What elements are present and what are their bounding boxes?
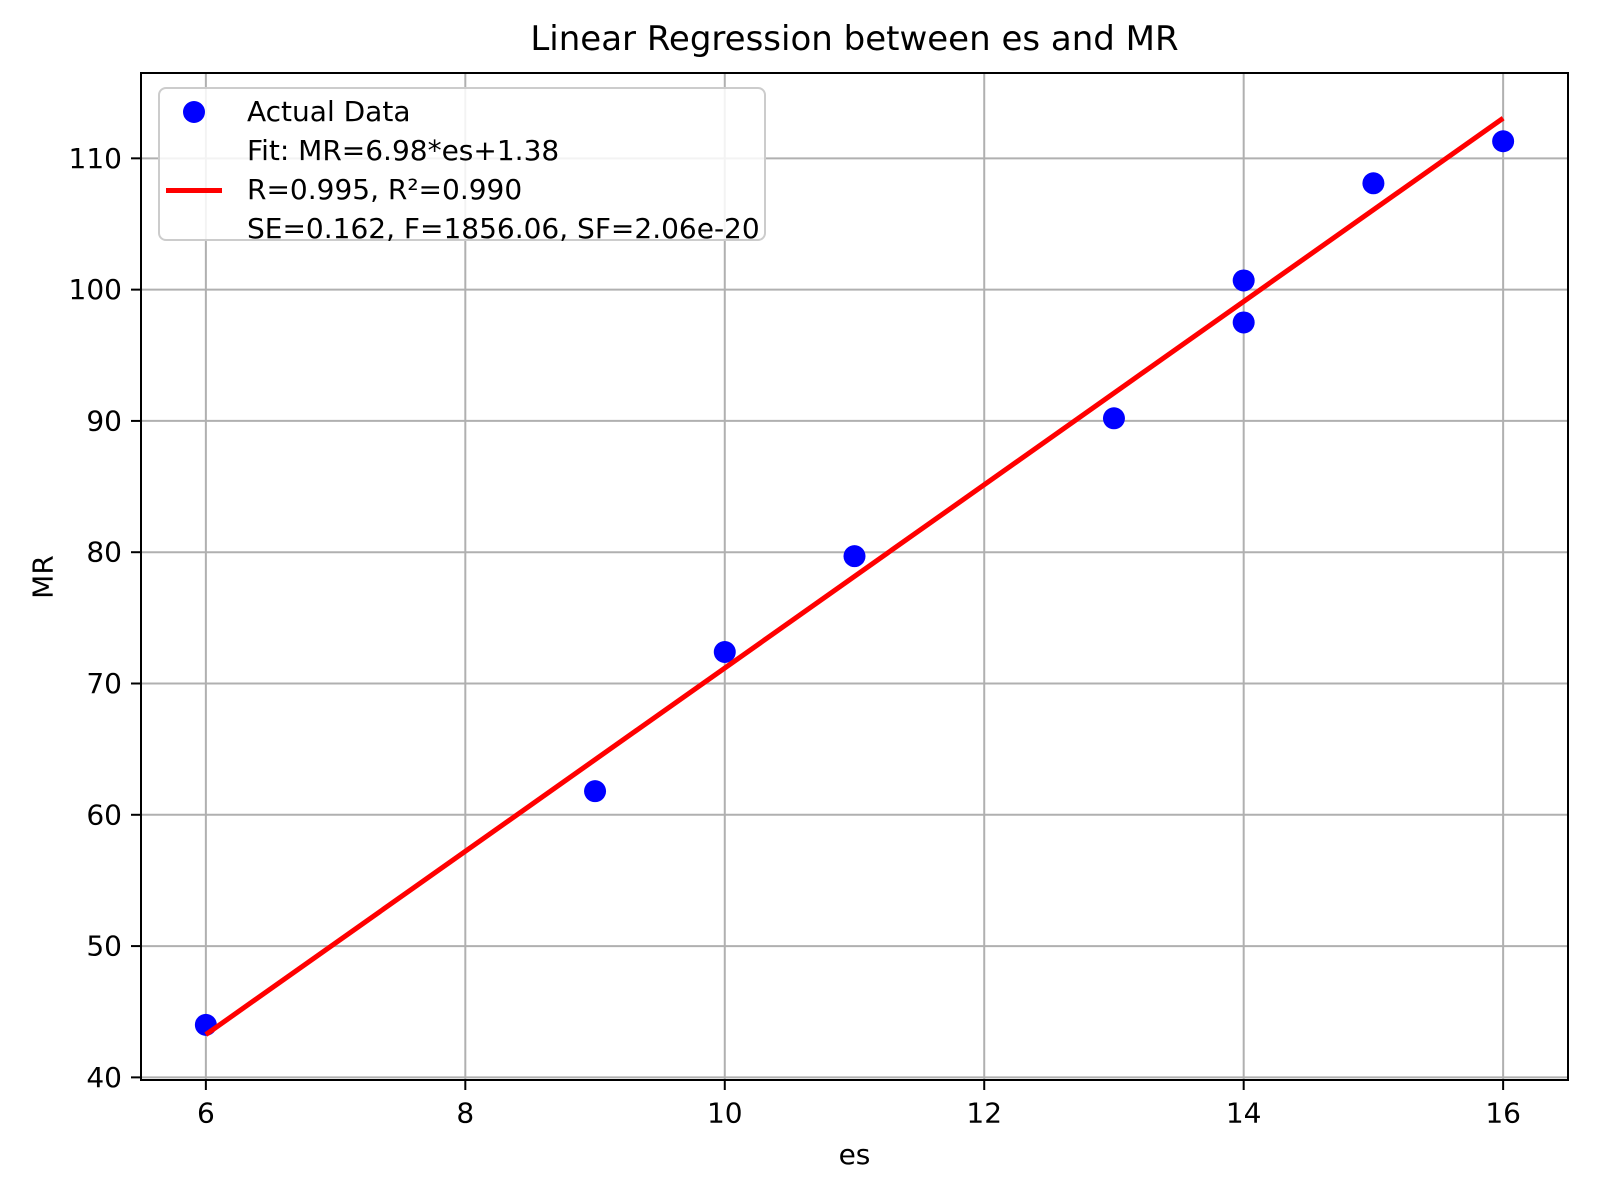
scatter-point	[1362, 172, 1385, 195]
scatter-point	[713, 640, 736, 663]
scatter-point	[1232, 311, 1255, 334]
x-tick-label: 10	[707, 1097, 743, 1130]
fit-line	[204, 116, 1505, 1037]
y-tick-label: 90	[86, 404, 122, 437]
legend-label-se-f-sf: SE=0.162, F=1856.06, SF=2.06e-20	[247, 212, 760, 245]
x-tick-label: 12	[966, 1097, 1002, 1130]
y-tick-label: 110	[69, 142, 122, 175]
legend-line-marker-icon	[166, 188, 222, 193]
legend-label-actual-data: Actual Data	[247, 95, 411, 128]
legend-label-r-values: R=0.995, R²=0.990	[247, 173, 523, 206]
scatter-point	[1232, 269, 1255, 292]
y-tick-label: 100	[69, 273, 122, 306]
legend-label-fit-equation: Fit: MR=6.98*es+1.38	[247, 134, 560, 167]
x-tick-label: 16	[1485, 1097, 1521, 1130]
legend-scatter-marker-icon	[183, 101, 205, 123]
y-tick-label: 40	[86, 1061, 122, 1094]
y-tick-label: 70	[86, 667, 122, 700]
scatter-point	[584, 780, 607, 803]
x-tick-label: 14	[1226, 1097, 1262, 1130]
y-tick-label: 50	[86, 930, 122, 963]
y-tick-label: 60	[86, 798, 122, 831]
plot-border	[140, 72, 1569, 1081]
y-axis-label: MR	[26, 555, 60, 599]
legend: Actual Data Fit: MR=6.98*es+1.38 R=0.995…	[158, 87, 766, 245]
chart-title: Linear Regression between es and MR	[530, 19, 1179, 59]
x-tick-label: 6	[197, 1097, 215, 1130]
scatter-point	[1492, 130, 1515, 153]
scatter-point	[1102, 407, 1125, 430]
y-tick-label: 80	[86, 536, 122, 569]
x-axis-label: es	[838, 1138, 871, 1171]
scatter-point	[843, 545, 866, 568]
x-tick-label: 8	[456, 1097, 474, 1130]
